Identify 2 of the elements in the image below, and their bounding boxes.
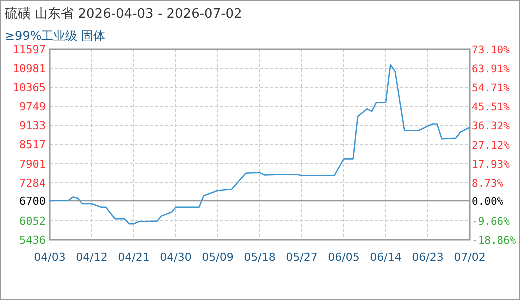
- title: 硫磺 山东省 2026-04-03 - 2026-07-02: [5, 7, 242, 22]
- subtitle: ≥99%工业级 固体: [5, 29, 106, 43]
